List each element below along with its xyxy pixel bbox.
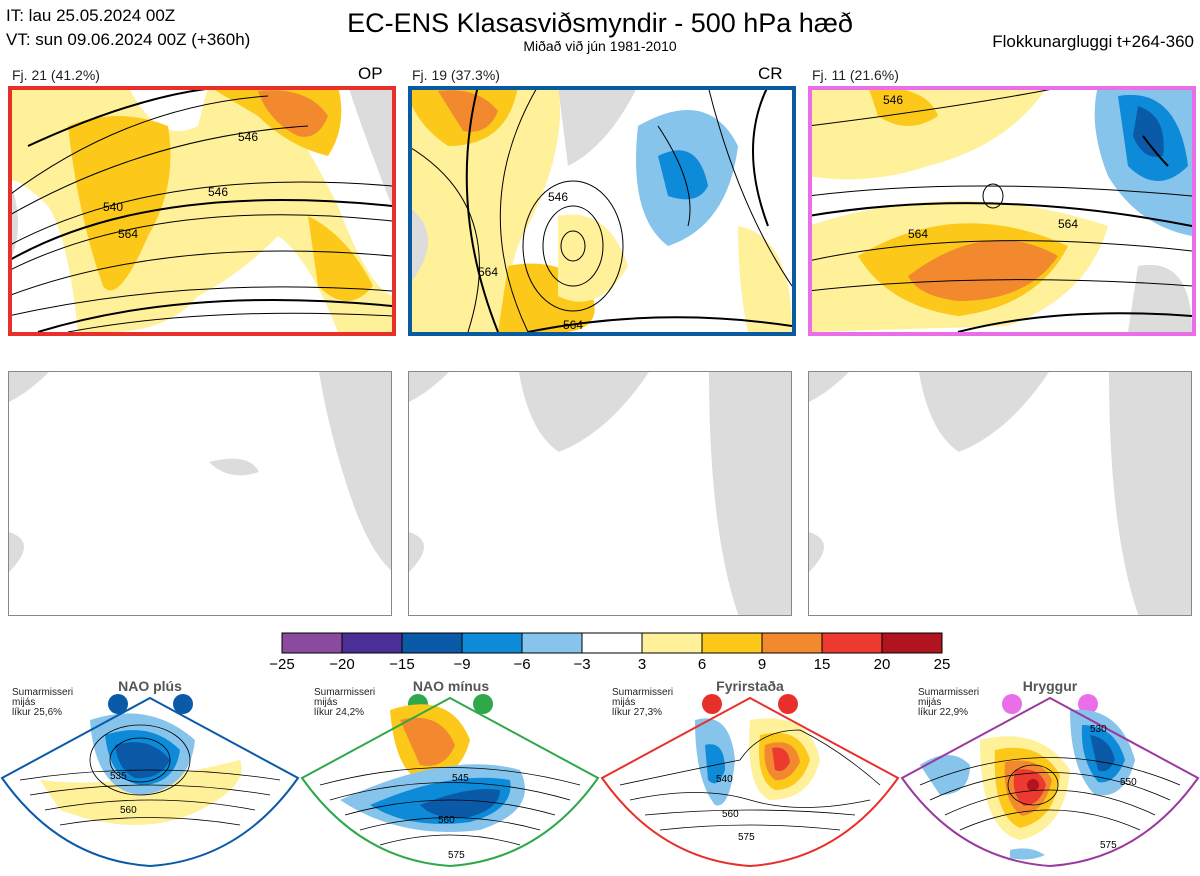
cluster-map-2: 546 564 564	[408, 86, 792, 332]
colorbar-swatch	[281, 632, 343, 654]
panel3-label: Fj. 11 (21.6%)	[812, 67, 899, 83]
panel2-tag: CR	[758, 64, 783, 83]
regime3-name: Fyrirstaða	[716, 678, 784, 694]
cluster-frame-1	[8, 86, 396, 336]
colorbar-swatches	[281, 632, 943, 654]
colorbar-swatch	[761, 632, 823, 654]
cluster-frame-2	[408, 86, 796, 336]
regime4-contour-label: 550	[1120, 777, 1137, 788]
valid-time: VT: sun 09.06.2024 00Z (+360h)	[6, 30, 251, 49]
regime1-season: Sumarmisseri mijás líkur 25,6%	[12, 687, 74, 718]
regime-map-1: 535 560	[0, 690, 300, 876]
regime-map-3: 540 560 575	[600, 690, 900, 876]
panel1-label: Fj. 21 (41.2%)	[12, 67, 100, 83]
colorbar-tick-label: 25	[933, 656, 951, 673]
regime3-contour-label: 540	[716, 774, 733, 785]
regime-map-2: 545 560 575	[300, 690, 600, 876]
colorbar-tick-label: −3	[573, 656, 591, 673]
colorbar-swatch	[881, 632, 943, 654]
chart-title: EC-ENS Klasasviðsmyndir - 500 hPa hæð	[347, 8, 853, 38]
regime1-contour-label: 560	[120, 805, 137, 816]
regime4-season: Sumarmisseri mijás líkur 22,9%	[918, 687, 980, 718]
colorbar-tick-label: −25	[269, 656, 295, 673]
colorbar-swatch	[341, 632, 403, 654]
regime3-season: Sumarmisseri mijás líkur 27,3%	[612, 687, 674, 718]
p2-contour-label: 564	[478, 265, 498, 279]
regime-map-4: 530 550 575	[900, 690, 1200, 876]
colorbar-tick-label: 9	[757, 656, 767, 673]
p1-contour-label: 564	[118, 227, 138, 241]
regime2-name: NAO mínus	[412, 678, 490, 694]
colorbar-swatch	[701, 632, 763, 654]
colorbar-swatch	[821, 632, 883, 654]
classification-window: Flokkunargluggi t+264-360	[992, 32, 1194, 51]
p1-contour-label: 540	[103, 200, 123, 214]
colorbar-swatch	[401, 632, 463, 654]
colorbar-swatch	[641, 632, 703, 654]
colorbar-tick-label: −15	[389, 656, 415, 673]
regime2-contour-label: 560	[438, 815, 455, 826]
chart-subtitle: Miðað við jún 1981-2010	[523, 38, 677, 54]
colorbar-tick-label: 15	[813, 656, 831, 673]
panel1-tag: OP	[358, 64, 383, 83]
colorbar-tick-label: −6	[513, 656, 531, 673]
colorbar-tick-label: 20	[873, 656, 891, 673]
cluster-frame-3	[808, 86, 1196, 336]
colorbar	[280, 632, 944, 659]
cluster-map-1: 546 540 564 546	[8, 86, 392, 332]
regime4-contour-label: 575	[1100, 840, 1117, 851]
panel2-label: Fj. 19 (37.3%)	[412, 67, 500, 83]
regime1-name: NAO plús	[118, 678, 182, 694]
colorbar-swatch	[461, 632, 523, 654]
p1-contour-label: 546	[208, 185, 228, 199]
cluster-map-3: 546 564 564	[808, 86, 1192, 332]
empty-map-1	[8, 371, 392, 616]
colorbar-tick-label: 6	[697, 656, 707, 673]
empty-map-3	[808, 371, 1192, 616]
regime2-contour-label: 575	[448, 850, 465, 861]
empty-map-2	[408, 371, 792, 616]
colorbar-swatch	[521, 632, 583, 654]
regime4-name: Hryggur	[1022, 678, 1078, 694]
p3-contour-label: 564	[1058, 217, 1078, 231]
regime3-contour-label: 575	[738, 832, 755, 843]
p2-contour-label: 546	[548, 190, 568, 204]
colorbar-tick-label: −20	[329, 656, 355, 673]
p1-contour-label: 546	[238, 130, 258, 144]
colorbar-swatch	[581, 632, 643, 654]
colorbar-tick-label: −9	[453, 656, 471, 673]
regime4-contour-label: 530	[1090, 724, 1107, 735]
init-time: IT: lau 25.05.2024 00Z	[6, 6, 176, 25]
regime1-contour-label: 535	[110, 771, 127, 782]
p2-contour-label: 564	[563, 318, 583, 332]
regime3-contour-label: 560	[722, 809, 739, 820]
regime2-contour-label: 545	[452, 773, 469, 784]
regime2-season: Sumarmisseri mijás líkur 24,2%	[314, 687, 376, 718]
p3-contour-label: 546	[883, 93, 903, 107]
colorbar-tick-label: 3	[637, 656, 647, 673]
p3-contour-label: 564	[908, 227, 928, 241]
